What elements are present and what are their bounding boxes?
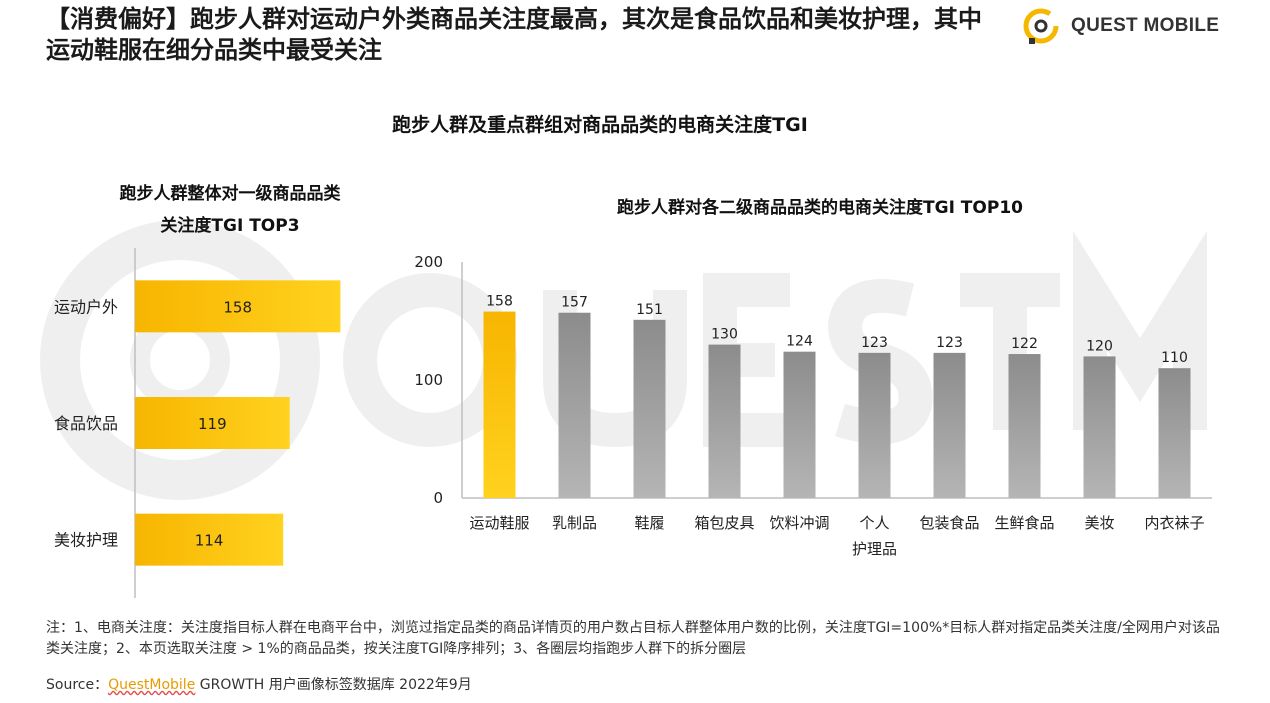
left-bar xyxy=(135,513,284,566)
right-bar xyxy=(783,351,816,498)
right-value-label: 130 xyxy=(711,327,738,343)
left-bar xyxy=(135,397,290,449)
right-bar xyxy=(1158,368,1191,498)
right-value-label: 123 xyxy=(936,335,963,351)
left-category-label: 美妆护理 xyxy=(54,531,118,550)
left-chart-title-line2: 关注度TGI TOP3 xyxy=(160,216,300,236)
page-title: 【消费偏好】跑步人群对运动户外类商品关注度最高，其次是食品饮品和美妆护理，其中运… xyxy=(46,5,982,64)
right-value-label: 157 xyxy=(561,295,588,311)
right-category-label: 美妆 xyxy=(1084,514,1114,532)
source-brand: QuestMobile xyxy=(108,677,196,693)
y-tick-label: 200 xyxy=(414,253,443,271)
right-category-label: 运动鞋服 xyxy=(469,514,529,532)
left-category-label: 运动户外 xyxy=(54,297,118,316)
left-chart-title: 跑步人群整体对一级商品品类 关注度TGI TOP3 xyxy=(40,178,420,242)
right-value-label: 110 xyxy=(1161,350,1188,366)
right-bar xyxy=(933,352,966,498)
right-bar-chart: 0 100 200 158 运动鞋服 157 乳制品 151 鞋履 130 箱包皮具 124 饮料冲调 1… xyxy=(414,253,1212,558)
right-bar xyxy=(1008,354,1041,498)
right-bar xyxy=(1083,356,1116,498)
right-category-label: 个人 xyxy=(859,514,889,532)
brand-name: QUEST MOBILE xyxy=(1071,15,1220,36)
right-category-label: 乳制品 xyxy=(552,514,597,532)
right-category-label: 包装食品 xyxy=(919,514,979,532)
right-bar xyxy=(633,319,666,498)
left-value-label: 119 xyxy=(198,415,227,433)
right-chart-title: 跑步人群对各二级商品品类的电商关注度TGI TOP10 xyxy=(617,198,1023,218)
source-line: Source：QuestMobile GROWTH 用户画像标签数据库 2022… xyxy=(46,674,472,694)
right-category-label: 内衣袜子 xyxy=(1144,514,1204,532)
right-bar xyxy=(708,344,741,498)
right-value-label: 124 xyxy=(786,334,813,350)
right-bar xyxy=(483,311,516,498)
right-value-label: 123 xyxy=(861,335,888,351)
brand: QUEST MOBILE xyxy=(1021,6,1219,46)
left-bar xyxy=(135,280,341,333)
right-category-label: 生鲜食品 xyxy=(994,514,1054,532)
left-category-label: 食品饮品 xyxy=(54,414,118,433)
right-category-label: 护理品 xyxy=(852,540,897,558)
right-category-label: 箱包皮具 xyxy=(694,514,754,532)
right-value-label: 122 xyxy=(1011,336,1038,352)
left-chart-title-line1: 跑步人群整体对一级商品品类 xyxy=(119,184,341,204)
right-category-label: 饮料冲调 xyxy=(769,514,829,532)
right-bar xyxy=(858,352,891,498)
questmobile-logo-icon xyxy=(1023,8,1059,44)
right-bar xyxy=(558,312,591,498)
source-suffix: GROWTH 用户画像标签数据库 2022年9月 xyxy=(195,677,472,693)
y-tick-label: 100 xyxy=(414,371,443,389)
footnote: 注：1、电商关注度：关注度指目标人群在电商平台中，浏览过指定品类的商品详情页的用… xyxy=(46,620,1220,657)
right-value-label: 151 xyxy=(636,302,663,318)
y-tick-label: 0 xyxy=(433,489,443,507)
left-value-label: 114 xyxy=(195,532,224,550)
main-chart-title: 跑步人群及重点群组对商品品类的电商关注度TGI xyxy=(392,114,808,136)
source-prefix: Source： xyxy=(46,677,109,693)
left-value-label: 158 xyxy=(223,298,252,316)
right-value-label: 120 xyxy=(1086,338,1113,354)
right-value-label: 158 xyxy=(486,294,513,310)
right-category-label: 鞋履 xyxy=(634,514,664,532)
left-bar-chart: 运动户外 158 食品饮品 119 美妆护理 114 xyxy=(54,248,341,598)
